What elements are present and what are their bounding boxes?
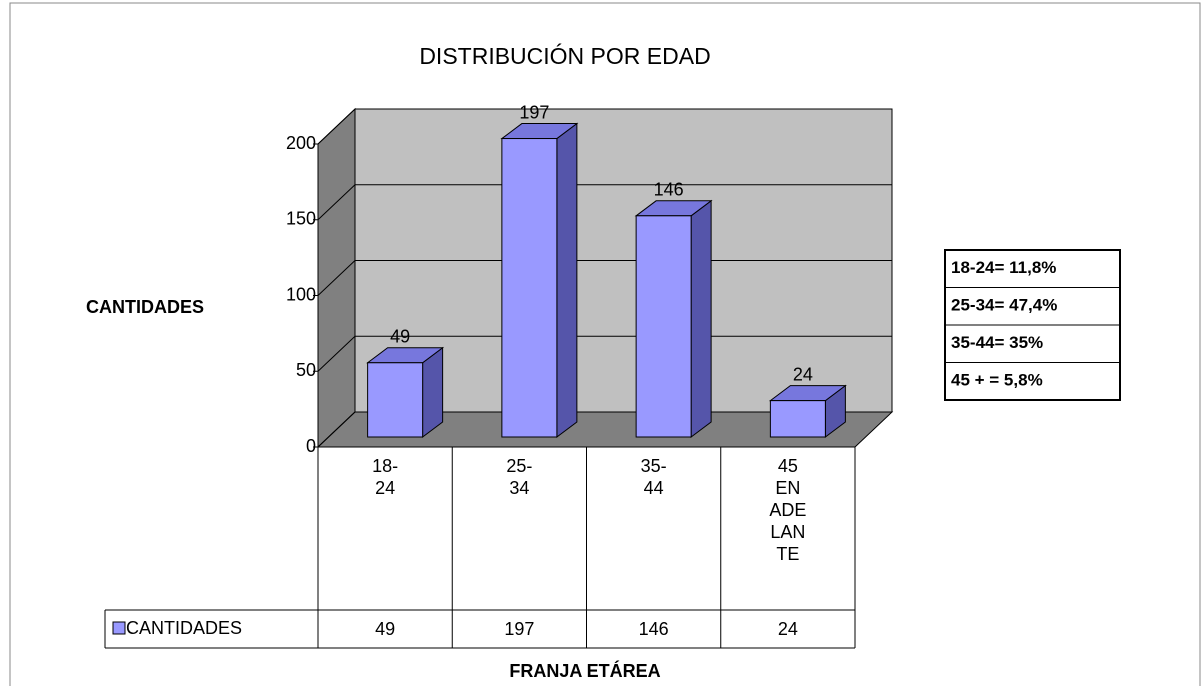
- data-label: 49: [390, 327, 410, 347]
- y-tick-label: 100: [286, 284, 316, 304]
- bar: [635, 215, 692, 438]
- annotation: 35-44= 35%: [951, 333, 1043, 352]
- x-tick-label: 35-44: [640, 456, 667, 498]
- y-tick-label: 0: [306, 436, 316, 456]
- bar-side: [422, 346, 444, 438]
- data-label: 146: [654, 180, 684, 200]
- legend-key: [112, 621, 126, 635]
- grid-line: [317, 108, 892, 145]
- y-tick-label: 200: [286, 133, 316, 153]
- x-tick-label-box: 45 EN ADELANTE: [769, 456, 807, 564]
- data-label: 24: [793, 364, 813, 384]
- bar-side: [690, 199, 712, 438]
- bar: [769, 400, 826, 438]
- grid-line: [317, 411, 892, 448]
- bar: [367, 362, 424, 438]
- grid-line: [317, 184, 892, 221]
- x-tick-label-box: 25-34: [506, 456, 533, 498]
- bar: [501, 138, 558, 438]
- data-label: 197: [519, 102, 549, 122]
- y-tick-label: 50: [296, 360, 316, 380]
- bar-side: [556, 122, 578, 438]
- x-tick-label: 25-34: [506, 456, 533, 498]
- legend-label: CANTIDADES: [126, 618, 242, 638]
- y-tick-label: 150: [286, 209, 316, 229]
- annotation: 45 + = 5,8%: [951, 371, 1043, 390]
- x-axis-label: FRANJA ETÁREA: [509, 660, 660, 681]
- grid-line: [317, 335, 892, 372]
- table-value: 146: [639, 619, 669, 639]
- x-tick-label: 18-24: [372, 456, 399, 498]
- chart-title: DISTRIBUCIÓN POR EDAD: [419, 43, 710, 69]
- annotation: 18-24= 11,8%: [951, 258, 1056, 277]
- grid-line: [317, 260, 892, 296]
- x-tick-label-box: 35-44: [640, 456, 667, 498]
- annotation: 25-34= 47,4%: [951, 296, 1057, 315]
- table-value: 24: [778, 619, 798, 639]
- x-tick-label-box: 18-24: [372, 456, 399, 498]
- table-value: 49: [375, 619, 395, 639]
- x-tick-label: 45 EN ADELANTE: [769, 456, 807, 564]
- table-value: 197: [504, 619, 534, 639]
- y-axis-label: CANTIDADES: [86, 297, 204, 317]
